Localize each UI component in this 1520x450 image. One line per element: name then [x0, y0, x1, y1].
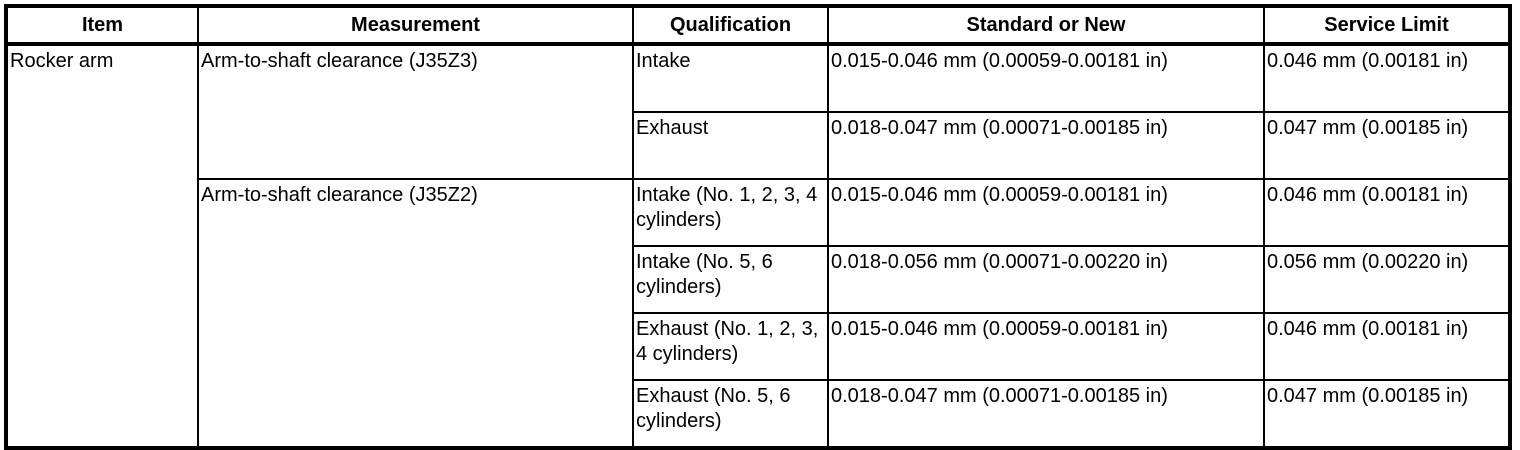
- standard-cell: 0.018-0.047 mm (0.00071-0.00185 in): [827, 379, 1265, 449]
- header-item: Item: [5, 5, 199, 46]
- table-row: Arm-to-shaft clearance (J35Z2) Intake (No…: [6, 178, 1511, 449]
- qualification-cell: Intake (No. 1, 2, 3, 4 cylinders): [632, 178, 829, 247]
- qualification-cell: Intake: [632, 43, 829, 113]
- qualification-cell: Exhaust: [632, 111, 829, 180]
- header-measurement: Measurement: [197, 5, 634, 46]
- table-row: Exhaust (No. 1, 2, 3, 4 cylinders) 0.015-…: [6, 312, 1511, 381]
- measurement-cell: Arm-to-shaft clearance (J35Z3): [197, 43, 634, 180]
- qualification-cell: Exhaust (No. 1, 2, 3, 4 cylinders): [632, 312, 829, 381]
- table-row: Intake (No. 5, 6 cylinders) 0.018-0.056 m…: [6, 245, 1511, 314]
- qualification-cell: Intake (No. 5, 6 cylinders): [632, 245, 829, 314]
- service-limit-cell: 0.047 mm (0.00185 in): [1263, 379, 1511, 449]
- table-row: Exhaust 0.018-0.047 mm (0.00071-0.00185 i…: [6, 111, 1511, 180]
- standard-cell: 0.015-0.046 mm (0.00059-0.00181 in): [827, 178, 1265, 247]
- standard-cell: 0.015-0.046 mm (0.00059-0.00181 in): [827, 43, 1265, 113]
- service-limit-cell: 0.047 mm (0.00185 in): [1263, 111, 1511, 180]
- service-limit-cell: 0.046 mm (0.00181 in): [1263, 178, 1511, 247]
- header-standard: Standard or New: [827, 5, 1265, 46]
- header-service-limit: Service Limit: [1263, 5, 1511, 46]
- item-cell: Rocker arm: [5, 43, 199, 449]
- standard-cell: 0.015-0.046 mm (0.00059-0.00181 in): [827, 312, 1265, 381]
- table-row: Exhaust (No. 5, 6 cylinders) 0.018-0.047 …: [6, 379, 1511, 449]
- measurement-cell: Arm-to-shaft clearance (J35Z2): [197, 178, 634, 449]
- header-row: Item Measurement Qualification Standard …: [5, 5, 1511, 46]
- table-row: Rocker arm Arm-to-shaft clearance (J35Z3)…: [5, 43, 1511, 449]
- service-limit-cell: 0.046 mm (0.00181 in): [1263, 312, 1511, 381]
- header-qualification: Qualification: [632, 5, 829, 46]
- standard-cell: 0.018-0.056 mm (0.00071-0.00220 in): [827, 245, 1265, 314]
- standard-cell: 0.018-0.047 mm (0.00071-0.00185 in): [827, 111, 1265, 180]
- service-limit-cell: 0.056 mm (0.00220 in): [1263, 245, 1511, 314]
- specifications-table: Item Measurement Qualification Standard …: [4, 4, 1512, 450]
- qualification-cell: Exhaust (No. 5, 6 cylinders): [632, 379, 829, 449]
- service-limit-cell: 0.046 mm (0.00181 in): [1263, 43, 1511, 113]
